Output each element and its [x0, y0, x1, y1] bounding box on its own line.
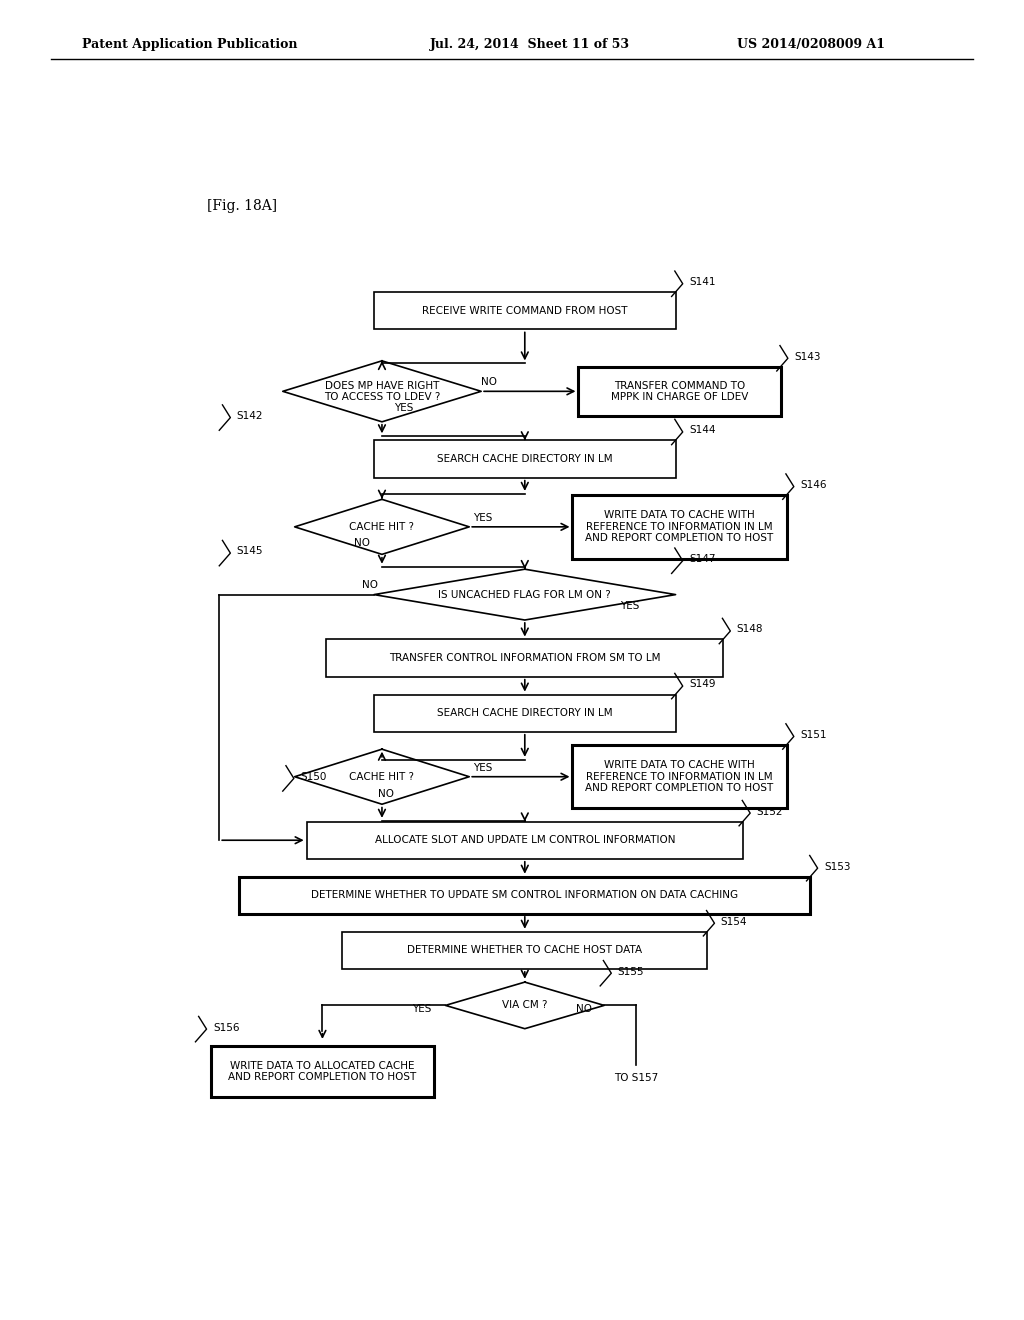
Text: RECEIVE WRITE COMMAND FROM HOST: RECEIVE WRITE COMMAND FROM HOST	[422, 306, 628, 315]
Text: TRANSFER COMMAND TO
MPPK IN CHARGE OF LDEV: TRANSFER COMMAND TO MPPK IN CHARGE OF LD…	[611, 380, 749, 403]
Text: TO S157: TO S157	[613, 1073, 658, 1084]
FancyBboxPatch shape	[327, 639, 723, 677]
Text: Patent Application Publication: Patent Application Publication	[82, 38, 297, 51]
Text: S151: S151	[800, 730, 826, 741]
Text: YES: YES	[412, 1005, 431, 1014]
Text: S149: S149	[689, 680, 716, 689]
Text: NO: NO	[354, 539, 371, 548]
Text: [Fig. 18A]: [Fig. 18A]	[207, 199, 278, 213]
Text: YES: YES	[473, 513, 493, 523]
Text: S143: S143	[795, 351, 820, 362]
Text: DOES MP HAVE RIGHT
TO ACCESS TO LDEV ?: DOES MP HAVE RIGHT TO ACCESS TO LDEV ?	[324, 380, 440, 403]
Text: S141: S141	[689, 277, 716, 288]
Text: NO: NO	[362, 579, 378, 590]
Text: VIA CM ?: VIA CM ?	[502, 1001, 548, 1010]
Text: S150: S150	[300, 772, 327, 781]
Text: Jul. 24, 2014  Sheet 11 of 53: Jul. 24, 2014 Sheet 11 of 53	[430, 38, 630, 51]
Text: S155: S155	[617, 966, 644, 977]
Text: WRITE DATA TO CACHE WITH
REFERENCE TO INFORMATION IN LM
AND REPORT COMPLETION TO: WRITE DATA TO CACHE WITH REFERENCE TO IN…	[586, 760, 774, 793]
Text: CACHE HIT ?: CACHE HIT ?	[349, 521, 415, 532]
Text: S148: S148	[736, 624, 763, 635]
FancyBboxPatch shape	[374, 292, 676, 330]
Text: YES: YES	[394, 403, 414, 413]
FancyBboxPatch shape	[579, 367, 780, 416]
FancyBboxPatch shape	[211, 1045, 433, 1097]
FancyBboxPatch shape	[572, 744, 786, 808]
Text: CACHE HIT ?: CACHE HIT ?	[349, 772, 415, 781]
Text: S156: S156	[213, 1023, 240, 1032]
Text: NO: NO	[481, 378, 498, 387]
Text: SEARCH CACHE DIRECTORY IN LM: SEARCH CACHE DIRECTORY IN LM	[437, 709, 612, 718]
Text: NO: NO	[378, 789, 394, 799]
Text: YES: YES	[620, 601, 639, 611]
Text: S152: S152	[757, 807, 783, 817]
FancyBboxPatch shape	[306, 821, 743, 859]
FancyBboxPatch shape	[374, 694, 676, 731]
Text: SEARCH CACHE DIRECTORY IN LM: SEARCH CACHE DIRECTORY IN LM	[437, 454, 612, 465]
Text: S145: S145	[237, 546, 263, 557]
Text: TRANSFER CONTROL INFORMATION FROM SM TO LM: TRANSFER CONTROL INFORMATION FROM SM TO …	[389, 653, 660, 663]
FancyBboxPatch shape	[240, 876, 811, 913]
Text: WRITE DATA TO CACHE WITH
REFERENCE TO INFORMATION IN LM
AND REPORT COMPLETION TO: WRITE DATA TO CACHE WITH REFERENCE TO IN…	[586, 511, 774, 544]
Text: WRITE DATA TO ALLOCATED CACHE
AND REPORT COMPLETION TO HOST: WRITE DATA TO ALLOCATED CACHE AND REPORT…	[228, 1061, 417, 1082]
Text: DETERMINE WHETHER TO UPDATE SM CONTROL INFORMATION ON DATA CACHING: DETERMINE WHETHER TO UPDATE SM CONTROL I…	[311, 890, 738, 900]
Text: S142: S142	[237, 411, 263, 421]
Text: S146: S146	[800, 480, 826, 490]
Text: S154: S154	[721, 916, 748, 927]
Text: S147: S147	[689, 554, 716, 564]
Text: NO: NO	[577, 1005, 592, 1014]
Text: ALLOCATE SLOT AND UPDATE LM CONTROL INFORMATION: ALLOCATE SLOT AND UPDATE LM CONTROL INFO…	[375, 836, 675, 845]
FancyBboxPatch shape	[572, 495, 786, 558]
FancyBboxPatch shape	[342, 932, 708, 969]
Text: DETERMINE WHETHER TO CACHE HOST DATA: DETERMINE WHETHER TO CACHE HOST DATA	[408, 945, 642, 956]
Text: YES: YES	[473, 763, 493, 772]
Text: US 2014/0208009 A1: US 2014/0208009 A1	[737, 38, 886, 51]
Text: IS UNCACHED FLAG FOR LM ON ?: IS UNCACHED FLAG FOR LM ON ?	[438, 590, 611, 599]
Text: S153: S153	[824, 862, 851, 871]
FancyBboxPatch shape	[374, 441, 676, 478]
Text: S144: S144	[689, 425, 716, 436]
